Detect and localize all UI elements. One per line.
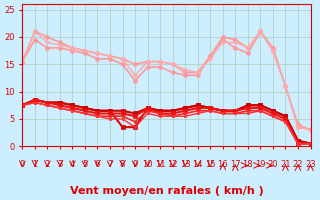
X-axis label: Vent moyen/en rafales ( km/h ): Vent moyen/en rafales ( km/h ) xyxy=(69,186,263,196)
